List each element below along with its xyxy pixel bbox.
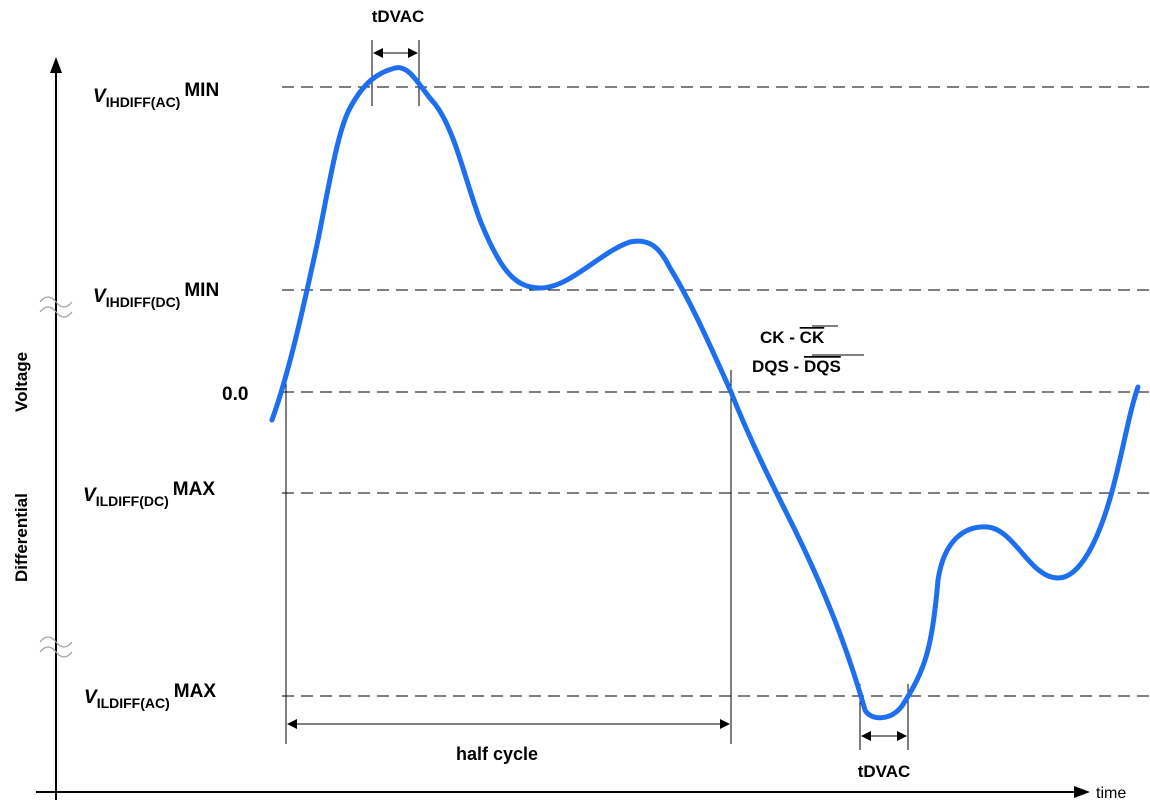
level-label-vihdiff-dc: VIHDIFF(DC)MIN <box>93 280 219 310</box>
signal-label-dqs: DQS - DQS <box>752 357 841 376</box>
y-axis-label-voltage: Voltage <box>12 352 31 412</box>
signal-label-ck: CK - CK <box>760 328 825 347</box>
level-label-vildiff-ac: VILDIFF(AC)MAX <box>84 681 216 711</box>
x-axis-label: time <box>1096 785 1126 802</box>
axis-break-mark-upper <box>39 296 73 318</box>
differential-waveform <box>269 65 1141 721</box>
y-axis-label-differential: Differential <box>12 493 31 582</box>
level-label-vildiff-dc: VILDIFF(DC)MAX <box>83 479 215 509</box>
half-cycle-label: half cycle <box>456 744 538 764</box>
tdvac-bottom-label: tDVAC <box>858 762 911 781</box>
axis-break-mark-lower <box>39 636 73 658</box>
x-axis-arrowhead <box>1074 786 1090 798</box>
tdvac-top-label: tDVAC <box>372 7 425 26</box>
y-axis-arrowhead <box>50 57 62 73</box>
level-label-zero: 0.0 <box>222 384 248 405</box>
level-label-vihdiff-ac: VIHDIFF(AC)MIN <box>93 80 219 110</box>
